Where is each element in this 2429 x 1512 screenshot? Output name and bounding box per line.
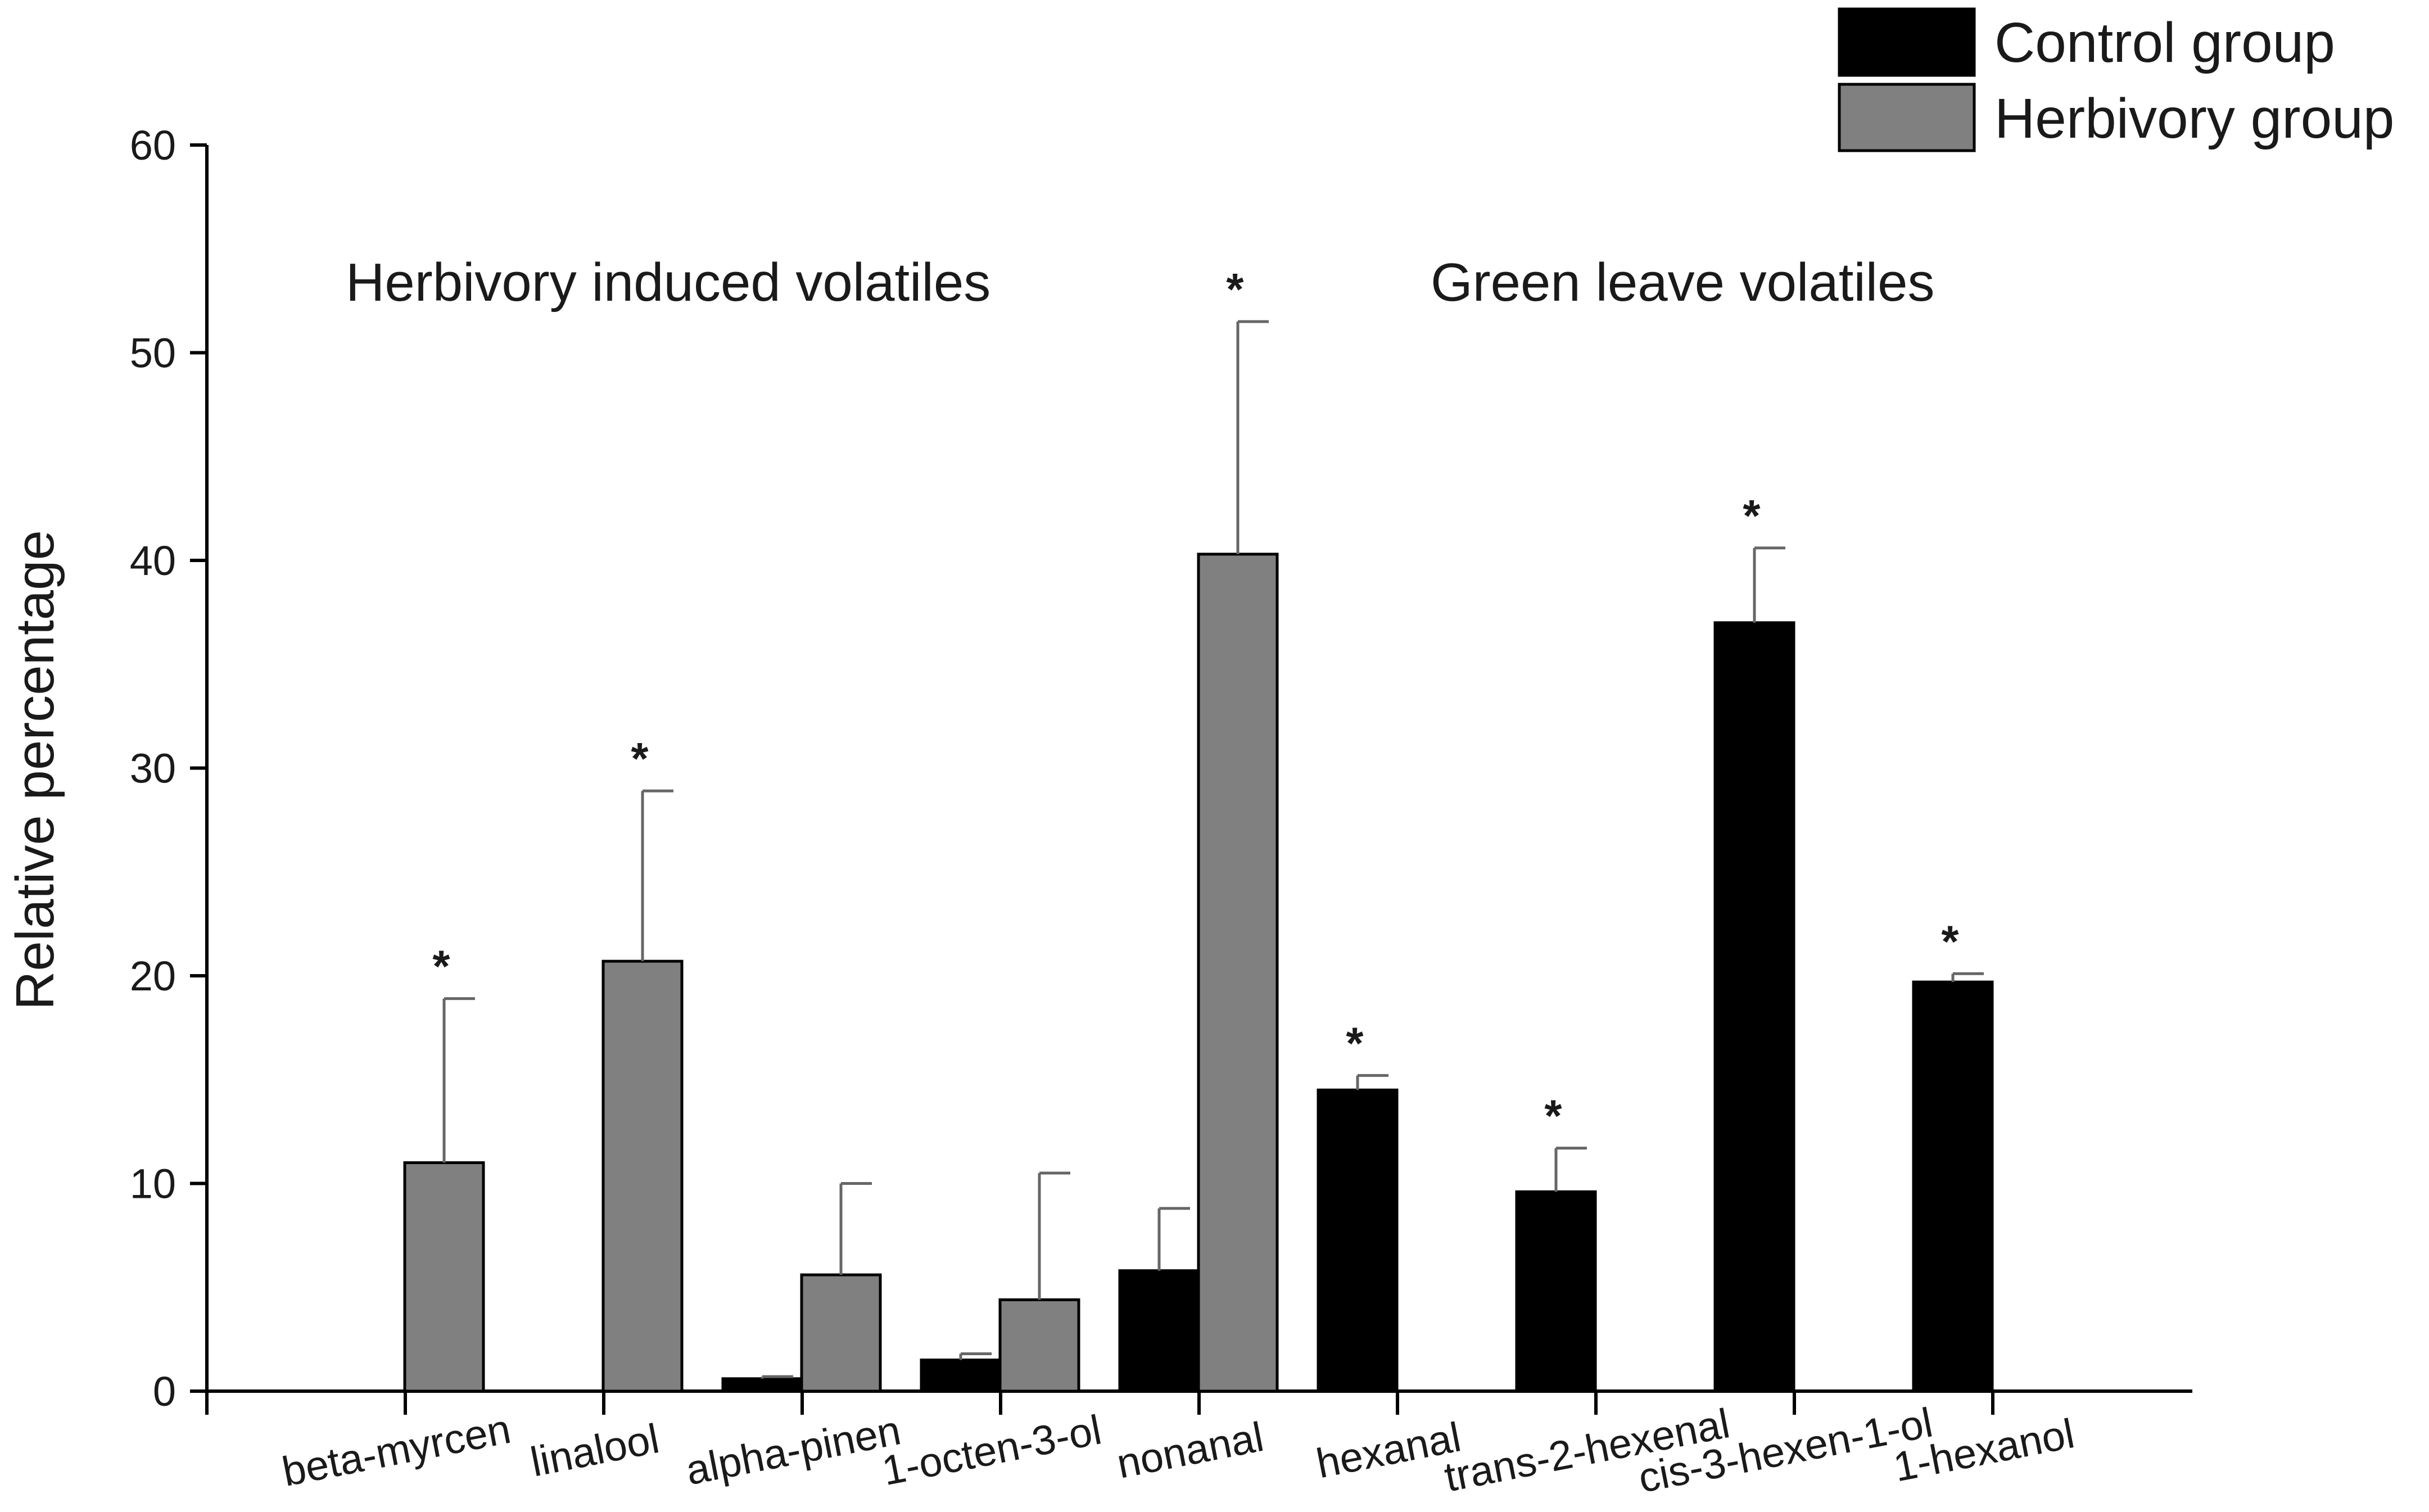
bar-control [1912,980,1994,1393]
x-ticks [205,1391,1994,1415]
y-tick-label: 0 [153,1368,176,1415]
x-category-label: 1-octen-3-ol [878,1406,1105,1495]
significance-star: * [1346,1018,1364,1068]
bar-control [920,1359,1002,1393]
y-tick-label: 20 [130,953,176,999]
bar-control [1713,621,1795,1393]
legend-label-herbivory: Herbivory group [1994,87,2394,150]
significance-star: * [1941,916,1959,966]
annotation-green-leave: Green leave volatiles [1431,252,1934,313]
bar-herbivory [998,1298,1080,1393]
x-category-label: hexanal [1313,1414,1464,1487]
x-category-label: alpha-pinen [682,1406,904,1493]
bar-control [1515,1190,1597,1393]
bar-herbivory [800,1273,882,1393]
bar-herbivory [601,959,684,1393]
significance-star: * [432,941,450,992]
legend: Control group Herbivory group [1838,7,2394,152]
legend-swatch-herbivory [1838,83,1976,152]
x-category-label: beta-myrcen [278,1405,514,1495]
bar-herbivory [403,1161,485,1393]
bar-control [1118,1269,1200,1393]
y-tick-label: 10 [130,1161,176,1207]
annotation-herbivory-induced: Herbivory induced volatiles [346,252,990,313]
x-category-label: linalool [527,1415,663,1485]
x-category-label: nonanal [1113,1413,1267,1487]
bars [403,553,1994,1393]
y-tick-label: 40 [130,537,176,584]
y-tick-label: 30 [130,745,176,792]
bar-control [1317,1088,1399,1393]
significance-marks: * * * * * * * [432,264,1959,1141]
significance-star: * [1226,264,1244,314]
legend-swatch-control [1838,7,1976,77]
bar-control [721,1377,803,1393]
error-bars [442,320,1984,1379]
y-tick-label: 60 [130,122,176,169]
y-tick-label: 50 [130,330,176,377]
y-axis-title: Relative percentage [5,530,65,1010]
category-labels: beta-myrcen linalool alpha-pinen1-octen-3-… [278,1399,2078,1502]
significance-star: * [1743,491,1761,541]
bar-herbivory [1197,553,1279,1393]
y-ticks: 0 10 20 30 40 50 60 [130,122,207,1415]
significance-star: * [1544,1091,1562,1141]
legend-label-control: Control group [1994,11,2335,74]
significance-star: * [631,734,649,784]
